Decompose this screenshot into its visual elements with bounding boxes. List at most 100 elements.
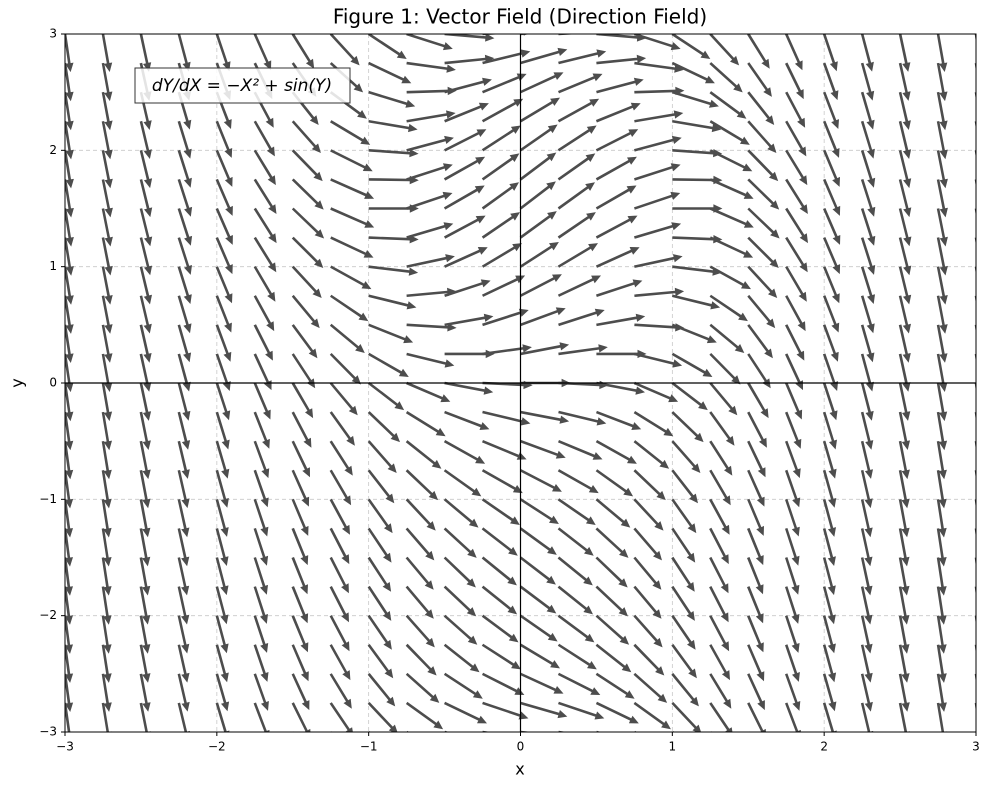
arrow — [595, 643, 632, 673]
arrow — [823, 237, 841, 275]
arrow — [898, 644, 910, 683]
arrow — [898, 411, 910, 450]
arrow — [936, 208, 948, 247]
arrow — [405, 440, 442, 469]
arrow — [367, 440, 397, 473]
arrow — [860, 179, 876, 217]
arrow — [595, 185, 637, 210]
arrow — [443, 498, 479, 528]
arrow — [595, 102, 641, 123]
arrow — [291, 34, 315, 69]
arrow — [822, 382, 838, 421]
arrow — [519, 585, 557, 614]
arrow — [329, 498, 350, 535]
arrow — [481, 498, 520, 525]
arrow — [936, 557, 947, 596]
arrow — [785, 149, 808, 186]
arrow — [405, 701, 444, 730]
arrow — [747, 324, 773, 359]
arrow — [822, 34, 838, 72]
arrow — [519, 211, 557, 239]
arrow — [291, 673, 310, 711]
arrow — [329, 411, 355, 446]
arrow — [291, 382, 314, 419]
arrow — [101, 179, 113, 218]
arrow — [481, 98, 524, 123]
arrow — [444, 77, 492, 94]
arrow — [139, 353, 152, 392]
arrow — [558, 410, 607, 426]
arrow — [671, 61, 715, 84]
arrow — [329, 440, 353, 476]
y-tick-label: 3 — [49, 27, 57, 41]
arrow — [671, 352, 713, 377]
arrow — [519, 242, 559, 268]
arrow — [368, 352, 409, 377]
arrow — [482, 308, 529, 327]
arrow — [671, 34, 711, 59]
x-axis-label: x — [515, 760, 524, 779]
arrow — [936, 644, 947, 683]
arrow — [557, 469, 599, 494]
arrow — [709, 615, 730, 652]
arrow — [557, 212, 596, 239]
arrow — [709, 673, 732, 709]
arrow — [898, 499, 910, 538]
arrow — [406, 222, 454, 239]
arrow — [139, 208, 153, 247]
arrow — [860, 411, 874, 450]
arrow — [101, 499, 112, 538]
arrow — [709, 527, 729, 565]
arrow — [557, 182, 595, 210]
arrow — [634, 352, 683, 368]
arrow — [368, 34, 407, 59]
arrow — [898, 440, 910, 480]
arrow — [367, 673, 396, 707]
arrow — [936, 62, 948, 102]
arrow — [444, 34, 495, 42]
arrow — [253, 236, 277, 273]
arrow — [596, 349, 647, 359]
arrow — [898, 353, 911, 392]
arrow — [139, 673, 151, 712]
arrow — [596, 34, 647, 42]
arrow — [520, 307, 566, 327]
arrow — [291, 207, 325, 239]
arrow — [444, 701, 487, 724]
arrow — [709, 644, 730, 681]
arrow — [595, 556, 628, 588]
arrow — [898, 382, 911, 421]
arrow — [936, 324, 948, 363]
arrow — [253, 469, 269, 508]
arrow — [443, 469, 482, 497]
arrow — [101, 353, 113, 392]
arrow — [291, 702, 311, 732]
arrow — [367, 614, 392, 650]
arrow — [709, 34, 740, 66]
arrow — [253, 120, 275, 157]
arrow — [406, 110, 456, 123]
arrow — [747, 440, 766, 478]
arrow — [785, 236, 808, 273]
arrow — [520, 72, 564, 94]
arrow — [823, 295, 840, 333]
arrow — [368, 265, 419, 276]
arrow — [65, 499, 73, 538]
arrow — [748, 731, 750, 732]
arrow — [215, 295, 232, 333]
arrow — [936, 441, 947, 480]
arrow — [672, 731, 675, 732]
arrow — [215, 411, 230, 450]
arrow — [595, 440, 637, 464]
arrow — [786, 731, 788, 732]
arrow — [785, 207, 808, 244]
chart-title: Figure 1: Vector Field (Direction Field) — [333, 5, 707, 29]
y-tick-label: 0 — [49, 376, 57, 390]
arrow — [860, 62, 875, 101]
arrow — [860, 149, 876, 188]
arrow — [65, 353, 74, 393]
arrow — [557, 614, 595, 643]
arrow — [557, 98, 600, 123]
